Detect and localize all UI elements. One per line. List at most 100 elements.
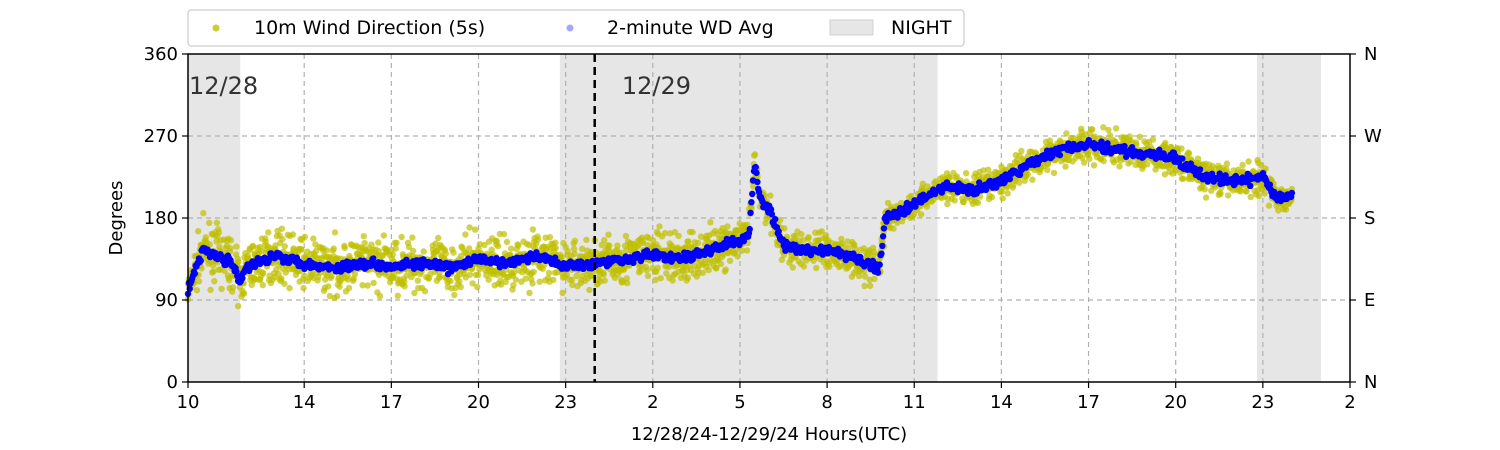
wind-5s-point bbox=[265, 229, 272, 236]
wd-avg-point bbox=[753, 169, 760, 177]
wind-5s-point bbox=[476, 241, 483, 248]
wind-5s-point bbox=[833, 258, 841, 265]
wind-5s-point bbox=[195, 228, 202, 235]
wind-5s-point bbox=[861, 267, 868, 275]
wind-5s-point bbox=[622, 232, 630, 240]
wind-5s-point bbox=[962, 170, 970, 177]
wind-5s-point bbox=[1237, 188, 1244, 195]
wind-5s-point bbox=[657, 275, 664, 282]
wind-5s-point bbox=[1094, 150, 1101, 157]
wind-5s-point bbox=[805, 234, 812, 241]
x-tick-label-2: 17 bbox=[380, 392, 403, 413]
wd-avg-point bbox=[772, 216, 779, 223]
wind-5s-point bbox=[643, 266, 650, 274]
wind-5s-point bbox=[826, 263, 833, 270]
wind-5s-point bbox=[789, 264, 796, 271]
wind-5s-point bbox=[215, 229, 223, 236]
grid-lines bbox=[188, 54, 1350, 382]
wind-5s-point bbox=[778, 256, 785, 263]
wd-avg-point bbox=[370, 255, 377, 262]
wd-avg-point bbox=[1288, 189, 1296, 197]
x-tick-label-12: 23 bbox=[1251, 392, 1274, 413]
wind-5s-point bbox=[462, 231, 469, 238]
y2-tick-label-1: E bbox=[1364, 290, 1375, 311]
x-tick-label-9: 14 bbox=[990, 392, 1013, 413]
wind-5s-point bbox=[675, 232, 682, 240]
wind-5s-point bbox=[798, 231, 805, 238]
wind-5s-point bbox=[600, 271, 607, 278]
wind-5s-point bbox=[953, 173, 960, 180]
y2-tick-label-3: W bbox=[1364, 126, 1382, 147]
wind-5s-point bbox=[571, 237, 579, 244]
wind-5s-point bbox=[474, 271, 482, 279]
wind-5s-point bbox=[195, 278, 203, 285]
wind-5s-point bbox=[279, 236, 286, 243]
wd-avg-point bbox=[1196, 166, 1204, 173]
wind-5s-point bbox=[336, 283, 343, 290]
wind-5s-point bbox=[800, 263, 808, 270]
wind-5s-point bbox=[202, 234, 209, 241]
wind-5s-point bbox=[361, 239, 368, 247]
wind-5s-point bbox=[684, 274, 692, 281]
wind-5s-point bbox=[661, 229, 669, 237]
wind-5s-point bbox=[946, 174, 953, 181]
wind-5s-point bbox=[474, 283, 481, 291]
wd-avg-point bbox=[1056, 151, 1064, 159]
wd-avg-point bbox=[191, 270, 198, 277]
wind-5s-point bbox=[768, 230, 775, 238]
wind-5s-point bbox=[234, 302, 242, 310]
wd-avg-point bbox=[1266, 181, 1274, 188]
wind-5s-point bbox=[923, 203, 931, 210]
wind-5s-point bbox=[200, 209, 207, 217]
legend-avg-label: 2-minute WD Avg bbox=[607, 17, 774, 39]
wind-5s-point bbox=[457, 252, 465, 260]
wind-5s-point bbox=[502, 278, 509, 285]
wind-5s-point bbox=[325, 283, 332, 290]
wd-2min-avg-points bbox=[184, 136, 1296, 297]
wd-avg-point bbox=[768, 211, 775, 218]
legend-raw-marker bbox=[212, 24, 220, 32]
wind-5s-point bbox=[738, 247, 746, 254]
wind-5s-point bbox=[529, 226, 537, 233]
wind-5s-point bbox=[281, 280, 288, 287]
wind-5s-point bbox=[393, 239, 400, 246]
x-tick-label-13: 2 bbox=[1344, 392, 1355, 413]
wind-5s-point bbox=[694, 239, 702, 247]
wind-5s-point bbox=[1086, 155, 1093, 162]
wind-5s-point bbox=[530, 268, 537, 275]
wind-5s-point bbox=[776, 216, 784, 224]
wind-5s-point bbox=[564, 248, 571, 255]
wind-5s-point bbox=[469, 280, 476, 287]
wind-5s-point bbox=[571, 250, 578, 258]
wind-5s-point bbox=[734, 253, 741, 260]
wind-5s-point bbox=[1217, 190, 1224, 197]
wind-5s-point bbox=[818, 228, 825, 235]
wind-5s-point bbox=[1149, 136, 1157, 143]
x-tick-label-8: 11 bbox=[903, 392, 926, 413]
wd-avg-point bbox=[746, 225, 753, 233]
wind-5s-point bbox=[1063, 130, 1070, 137]
wind-5s-point bbox=[481, 241, 488, 249]
wind-5s-point bbox=[310, 235, 317, 242]
wind-5s-point bbox=[890, 225, 897, 232]
wind-5s-point bbox=[447, 277, 454, 285]
y-axis-label: Degrees bbox=[106, 181, 127, 256]
wind-5s-point bbox=[1161, 171, 1169, 178]
wind-5s-point bbox=[471, 226, 479, 233]
wind-5s-point bbox=[333, 292, 341, 300]
wind-5s-point bbox=[767, 192, 774, 199]
wind-5s-point bbox=[1255, 192, 1263, 199]
wind-5s-point bbox=[960, 198, 967, 205]
wd-avg-point bbox=[747, 209, 754, 216]
wd-avg-point bbox=[1222, 172, 1229, 179]
wind-5s-point bbox=[568, 276, 576, 283]
wind-5s-point bbox=[510, 269, 517, 276]
wind-5s-point bbox=[1106, 132, 1114, 139]
wind-5s-point bbox=[466, 271, 474, 278]
wind-5s-point bbox=[235, 258, 242, 265]
wind-5s-point bbox=[198, 265, 205, 272]
wind-5s-point bbox=[624, 279, 631, 287]
wd-avg-point bbox=[878, 250, 885, 257]
y-tick-label-0: 0 bbox=[167, 372, 178, 393]
wind-5s-point bbox=[375, 247, 382, 255]
